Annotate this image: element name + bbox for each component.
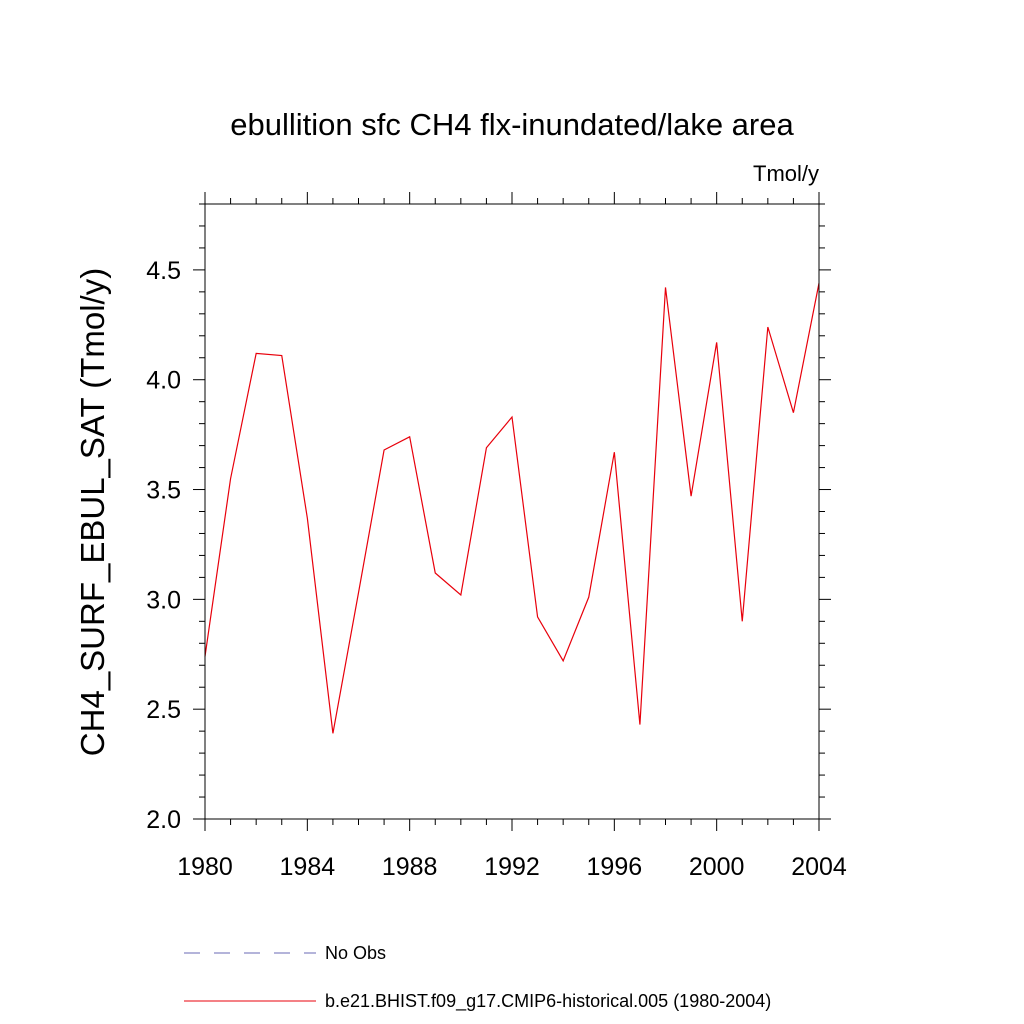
x-tick-label: 2000 [689,853,745,881]
y-tick-label: 4.0 [146,367,181,395]
x-tick-label: 1980 [177,853,233,881]
axis-ticks [193,192,831,831]
plot-frame [204,203,820,820]
series-line-1 [204,282,820,734]
series-layer [204,282,820,734]
y-tick-label: 2.0 [146,806,181,834]
tick-labels: 1980 1984 1988 1992 1996 2000 2004 2.0 2.5 3.0 3.5… [146,257,847,881]
x-tick-label: 1996 [587,853,643,881]
legend-label-no-obs: No Obs [325,943,386,963]
legend: No Obs b.e21.BHIST.f09_g17.CMIP6-histori… [184,943,771,1012]
chart-title: ebullition sfc CH4 flx-inundated/lake ar… [230,107,794,142]
y-tick-label: 2.5 [146,696,181,724]
x-tick-label: 1988 [382,853,438,881]
x-tick-label: 1984 [280,853,336,881]
legend-label-model: b.e21.BHIST.f09_g17.CMIP6-historical.005… [325,991,771,1012]
y-tick-label: 4.5 [146,257,181,285]
y-tick-label: 3.0 [146,586,181,614]
y-tick-label: 3.5 [146,477,181,505]
x-tick-label: 1992 [484,853,540,881]
y-axis-label: CH4_SURF_EBUL_SAT (Tmol/y) [74,268,111,756]
units-label: Tmol/y [753,161,819,186]
x-tick-label: 2004 [791,853,847,881]
